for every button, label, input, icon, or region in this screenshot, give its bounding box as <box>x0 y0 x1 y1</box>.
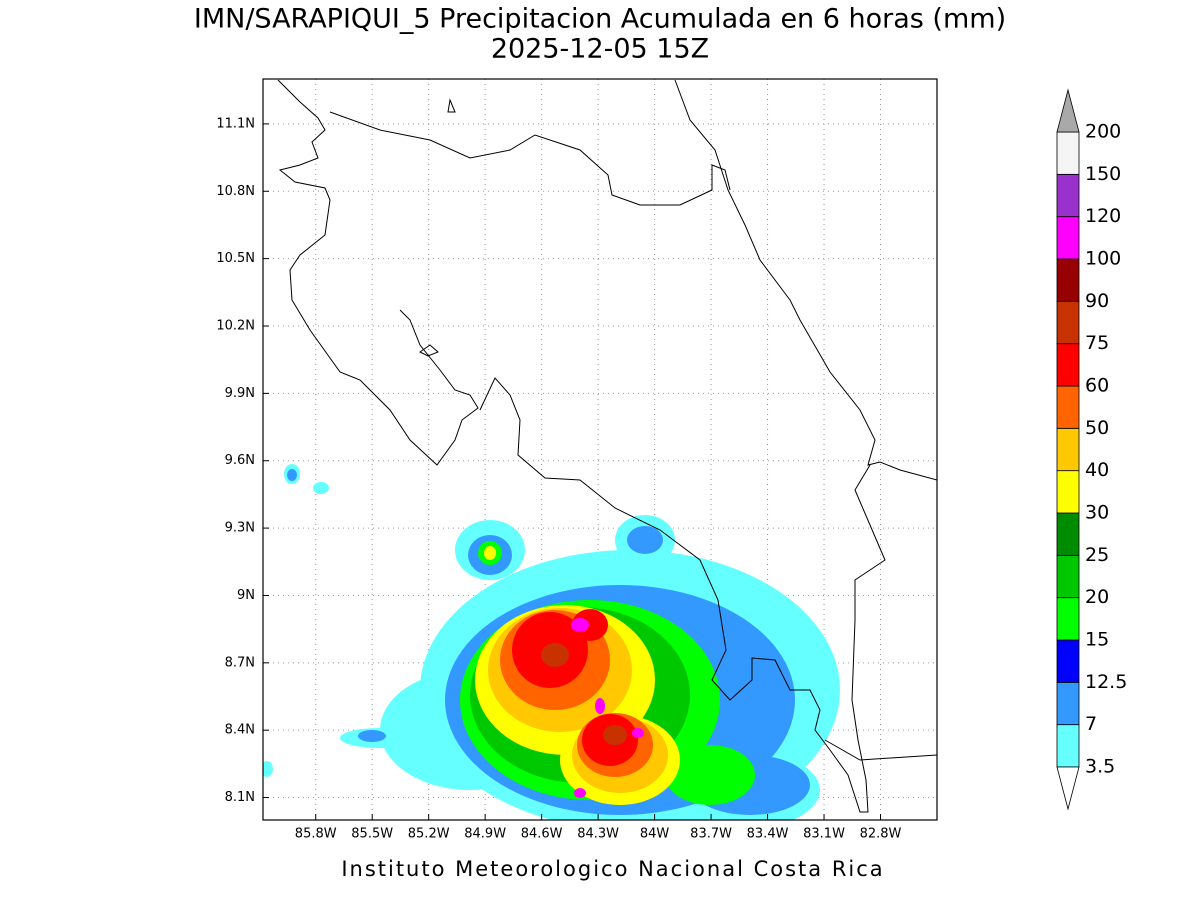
colorbar-label: 12.5 <box>1085 671 1127 693</box>
colorbar-label: 150 <box>1085 163 1121 185</box>
y-tick-label: 10.5N <box>216 251 255 266</box>
colorbar-label: 25 <box>1085 544 1109 566</box>
colorbar-box <box>1056 639 1080 683</box>
colorbar-label: 120 <box>1085 205 1121 227</box>
x-tick-label: 82.8W <box>860 827 902 842</box>
y-tick-label: 8.4N <box>225 723 255 738</box>
x-tick-label: 83.4W <box>747 827 789 842</box>
colorbar-label: 50 <box>1085 417 1109 439</box>
colorbar-under <box>1056 766 1080 811</box>
x-tick-label: 84.9W <box>464 827 506 842</box>
colorbar-label: 40 <box>1085 459 1109 481</box>
colorbar-box <box>1056 343 1080 387</box>
y-tick-label: 9.6N <box>225 453 255 468</box>
colorbar-box <box>1056 470 1080 514</box>
colorbar-label: 3.5 <box>1085 756 1115 778</box>
x-tick-label: 83.7W <box>690 827 732 842</box>
colorbar-box <box>1056 597 1080 641</box>
coastlines <box>277 79 937 813</box>
colorbar-over <box>1056 88 1080 133</box>
credit: Instituto Meteorologico Nacional Costa R… <box>341 857 884 881</box>
x-tick-label: 84.3W <box>577 827 619 842</box>
grid <box>263 79 937 820</box>
x-tick-label: 84W <box>640 827 670 842</box>
colorbar-box <box>1056 427 1080 472</box>
colorbar-label: 100 <box>1085 248 1121 270</box>
colorbar-box <box>1056 724 1080 768</box>
colorbar-label: 20 <box>1085 586 1109 608</box>
colorbar-label: 200 <box>1085 121 1121 143</box>
colorbar-box <box>1056 258 1080 302</box>
y-tick-label: 9.9N <box>225 386 255 401</box>
x-tick-label: 85.2W <box>408 827 450 842</box>
map-title: IMN/SARAPIQUI_5 Precipitacion Acumulada … <box>194 4 1006 35</box>
y-tick-label: 8.7N <box>225 655 255 670</box>
colorbar-box <box>1056 385 1080 429</box>
x-tick-label: 85.5W <box>351 827 393 842</box>
y-tick-label: 9.3N <box>225 521 255 536</box>
colorbar-label: 60 <box>1085 375 1109 397</box>
y-tick-label: 10.8N <box>216 184 255 199</box>
x-tick-label: 85.8W <box>295 827 337 842</box>
colorbar-box <box>1056 216 1080 260</box>
y-tick-label: 10.2N <box>216 319 255 334</box>
colorbar-box <box>1056 300 1080 345</box>
x-tick-label: 83.1W <box>803 827 845 842</box>
colorbar-label: 7 <box>1085 713 1097 735</box>
colorbar: 3.5 7 12.5 15 20 25 30 40 50 60 75 90 100 120 150 200 <box>1056 88 1127 811</box>
y-tick-label: 11.1N <box>216 116 255 131</box>
colorbar-label: 75 <box>1085 332 1109 354</box>
map-subtitle: 2025-12-05 15Z <box>491 34 709 65</box>
colorbar-label: 30 <box>1085 502 1109 524</box>
y-tick-label: 8.1N <box>225 790 255 805</box>
colorbar-label: 15 <box>1085 629 1109 651</box>
colorbar-box <box>1056 131 1080 175</box>
colorbar-box <box>1056 554 1080 599</box>
precipitation-field <box>263 464 840 820</box>
colorbar-label: 90 <box>1085 290 1109 312</box>
colorbar-box <box>1056 681 1080 726</box>
y-tick-label: 9N <box>237 588 255 603</box>
plot-frame <box>262 78 938 821</box>
colorbar-box <box>1056 512 1080 556</box>
colorbar-box <box>1056 173 1080 218</box>
x-tick-label: 84.6W <box>521 827 563 842</box>
